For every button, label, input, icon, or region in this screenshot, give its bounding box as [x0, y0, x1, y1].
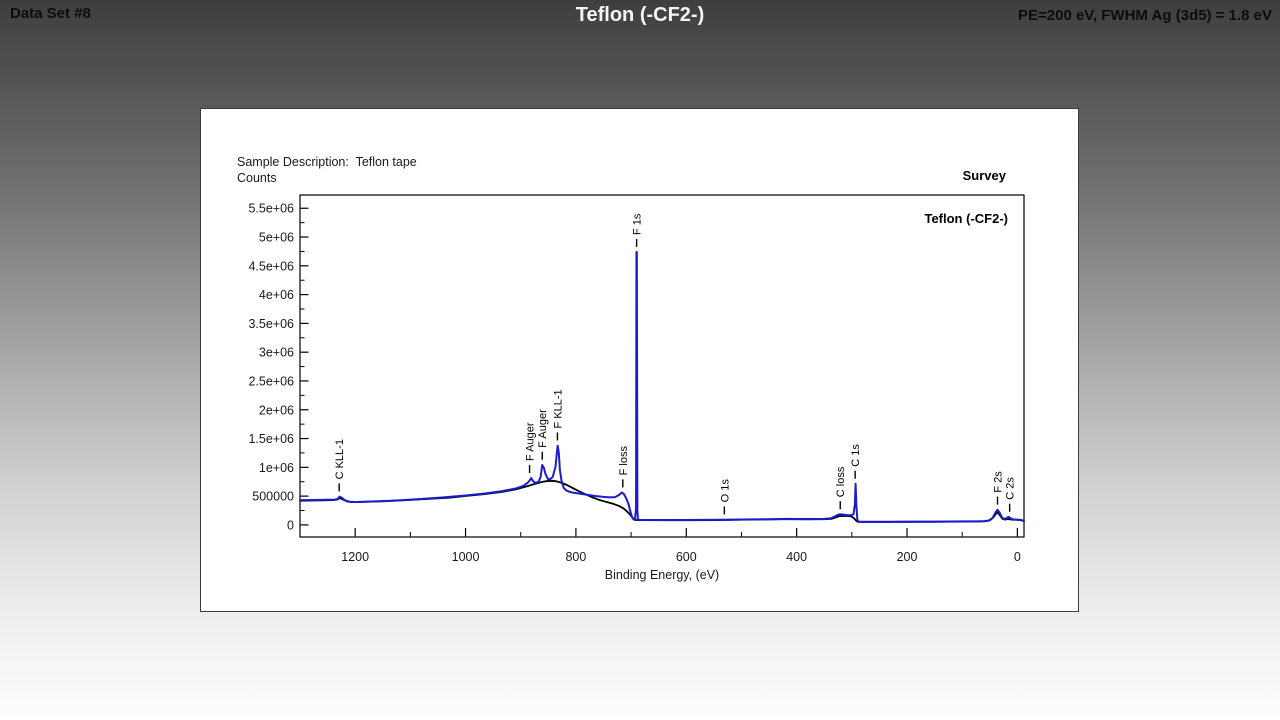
- x-axis-title: Binding Energy, (eV): [604, 568, 720, 582]
- spectrum-curve: [299, 251, 1025, 523]
- x-tick-label: 200: [897, 550, 918, 564]
- slide-title: Teflon (-CF2-): [575, 4, 705, 26]
- plot-frame: [299, 194, 1025, 538]
- chart-panel: 0 500000 1e+06 1.5e+06 2e+06 2.5e+06 3e+06 3.5e…: [200, 108, 1079, 612]
- peak-label: F 2s: [993, 471, 1005, 493]
- x-tick-label: 1200: [341, 550, 369, 564]
- x-tick-label: 400: [786, 550, 807, 564]
- x-tick-label: 1000: [452, 550, 480, 564]
- y-tick-label: 2.5e+06: [248, 374, 294, 388]
- peak-label: C KLL-1: [334, 439, 346, 479]
- y-tick-label: 0: [287, 518, 294, 532]
- y-tick-label: 5e+06: [259, 231, 294, 245]
- y-tick-label: 500000: [252, 490, 294, 504]
- x-tick-label: 600: [676, 550, 697, 564]
- dataset-label: Data Set #8: [10, 5, 91, 22]
- y-tick-label: 2e+06: [259, 403, 294, 417]
- y-tick-label: 3e+06: [259, 346, 294, 360]
- y-tick-label: 1.5e+06: [248, 432, 294, 446]
- x-tick-label: 800: [565, 550, 586, 564]
- peak-label: F Auger: [537, 409, 549, 448]
- y-tick-label: 1e+06: [259, 461, 294, 475]
- survey-title-label: Survey: [962, 168, 1006, 183]
- y-tick-label: 4.5e+06: [248, 259, 294, 273]
- peak-label: O 1s: [719, 479, 731, 503]
- peak-label: F loss: [618, 446, 630, 476]
- peak-label: F 1s: [632, 213, 644, 235]
- acquisition-params-label: PE=200 eV, FWHM Ag (3d5) = 1.8 eV: [1018, 7, 1272, 24]
- peak-label: F KLL-1: [552, 389, 564, 428]
- y-tick-label: 5.5e+06: [248, 202, 294, 216]
- survey-spectrum-plot: 0 500000 1e+06 1.5e+06 2e+06 2.5e+06 3e+06 3.5e…: [248, 194, 1025, 564]
- y-axis-counts-label: Counts: [237, 171, 277, 185]
- peak-label: C 1s: [850, 444, 862, 467]
- peak-label: F Auger: [525, 422, 537, 461]
- sample-description: Sample Description: Teflon tape: [237, 155, 417, 169]
- trace-name-label: Teflon (-CF2-): [924, 211, 1008, 226]
- peak-label: C 2s: [1005, 477, 1017, 500]
- y-tick-label: 4e+06: [259, 288, 294, 302]
- x-tick-label: 0: [1014, 550, 1021, 564]
- y-tick-label: 3.5e+06: [248, 317, 294, 331]
- peak-label: C loss: [835, 466, 847, 497]
